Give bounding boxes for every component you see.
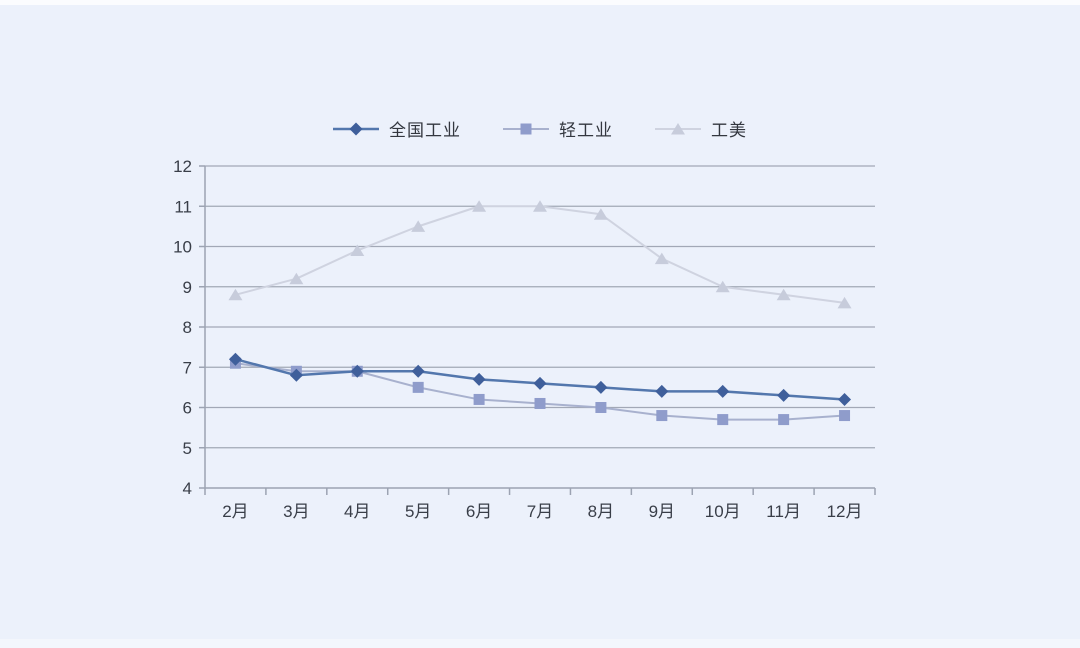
x-axis-tick-label: 2月 — [222, 502, 248, 521]
chart-legend: 全国工业 轻工业 工美 — [0, 116, 1080, 141]
square-data-point-marker — [595, 402, 607, 413]
triangle-data-point-marker — [472, 200, 487, 212]
square-data-point-marker — [717, 414, 729, 426]
legend-shape — [671, 122, 685, 134]
triangle-data-point-marker — [350, 244, 365, 257]
diamond-data-point-marker — [289, 368, 303, 382]
diamond-series-legend-icon — [333, 122, 379, 135]
series-line-2 — [234, 205, 846, 304]
legend-shape — [349, 122, 363, 135]
x-axis-tick-label: 4月 — [344, 502, 370, 521]
legend-item-light-industry: 轻工业 — [503, 116, 613, 141]
square-data-point-marker — [778, 414, 790, 426]
square-series-legend-icon — [503, 123, 549, 134]
legend-item-arts-crafts: 工美 — [655, 116, 747, 141]
x-axis-tick-label: 9月 — [649, 502, 675, 521]
triangle-data-point-marker — [837, 296, 852, 309]
diamond-data-point-marker — [533, 376, 547, 390]
triangle-data-point-marker — [593, 208, 608, 220]
diamond-data-point-marker — [411, 364, 425, 378]
triangle-data-point-marker — [411, 220, 426, 232]
x-axis-tick-label: 3月 — [283, 502, 309, 521]
diamond-data-point-marker — [228, 352, 242, 366]
x-axis-tick-label: 5月 — [405, 502, 431, 521]
diamond-data-point-marker — [777, 388, 791, 402]
legend-shape — [520, 123, 532, 134]
square-data-point-marker — [412, 381, 424, 393]
triangle-data-point-marker — [776, 288, 791, 301]
y-axis-tick-label: 12 — [173, 157, 192, 176]
diamond-data-point-marker — [838, 392, 852, 406]
x-axis-tick-label: 6月 — [466, 502, 492, 521]
x-axis-tick-label: 12月 — [827, 502, 863, 521]
legend-label: 全国工业 — [389, 121, 461, 140]
top-border-strip — [0, 0, 1080, 5]
square-data-point-marker — [656, 410, 668, 422]
diamond-data-point-marker — [716, 384, 730, 398]
y-axis-tick-label: 6 — [183, 399, 192, 418]
triangle-series-legend-icon — [655, 122, 701, 134]
y-axis-tick-label: 4 — [183, 479, 192, 498]
x-axis-tick-label: 8月 — [588, 502, 614, 521]
square-data-point-marker — [839, 410, 851, 422]
y-axis-tick-label: 5 — [183, 439, 192, 458]
y-axis-tick-label: 9 — [183, 278, 192, 297]
legend-label: 轻工业 — [559, 121, 613, 140]
diamond-data-point-marker — [472, 372, 486, 386]
triangle-data-point-marker — [533, 200, 547, 212]
y-axis-tick-label: 11 — [174, 197, 192, 216]
x-axis-tick-label: 7月 — [527, 502, 553, 521]
triangle-data-point-marker — [228, 288, 243, 301]
square-data-point-marker — [534, 397, 546, 409]
bottom-border-strip — [0, 639, 1080, 648]
triangle-data-point-marker — [715, 280, 730, 293]
legend-label: 工美 — [711, 121, 747, 140]
triangle-data-point-marker — [654, 252, 669, 265]
diamond-data-point-marker — [655, 384, 669, 398]
series-line-1 — [234, 362, 846, 421]
square-data-point-marker — [473, 393, 485, 405]
x-axis-tick-label: 11月 — [766, 502, 801, 521]
legend-item-national-industry: 全国工业 — [333, 116, 461, 141]
triangle-data-point-marker — [289, 272, 304, 285]
y-axis-tick-label: 8 — [183, 318, 192, 337]
diamond-data-point-marker — [350, 364, 364, 378]
x-axis-tick-label: 10月 — [705, 502, 741, 521]
y-axis-tick-label: 10 — [173, 238, 192, 257]
y-axis-tick-label: 7 — [183, 358, 192, 377]
diamond-data-point-marker — [594, 380, 608, 394]
